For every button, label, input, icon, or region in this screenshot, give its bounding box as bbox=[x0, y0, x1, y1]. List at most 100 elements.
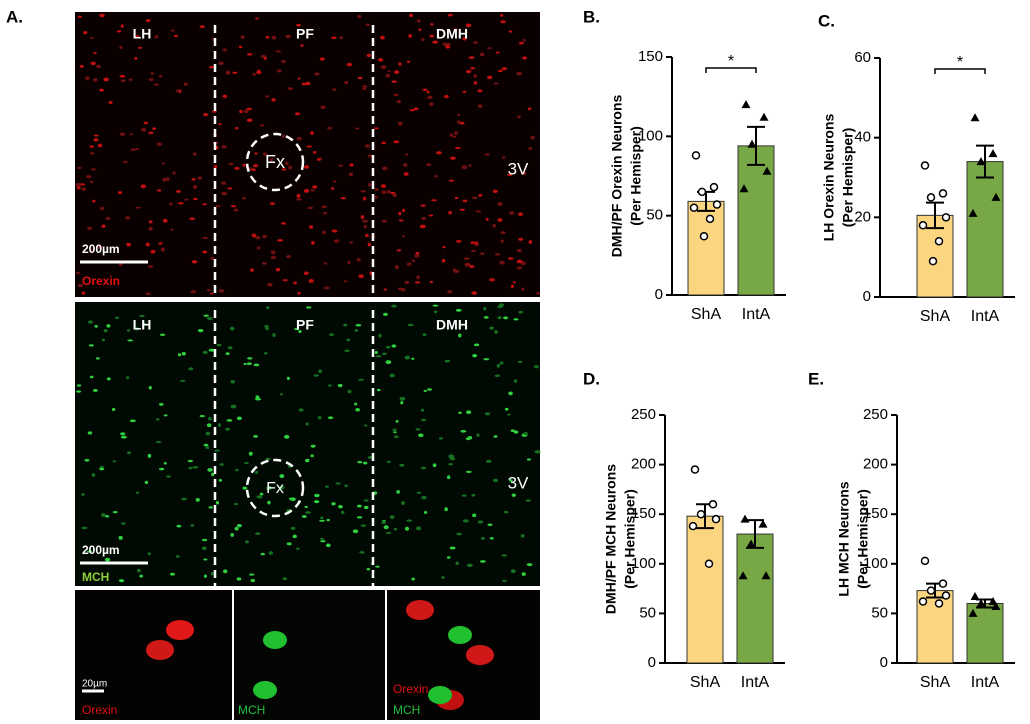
cell bbox=[97, 143, 103, 148]
cell bbox=[192, 184, 198, 189]
cell bbox=[276, 69, 282, 73]
cell bbox=[432, 40, 439, 44]
cell bbox=[96, 64, 101, 69]
cell bbox=[406, 519, 412, 522]
significance-label: * bbox=[957, 54, 963, 71]
cell bbox=[510, 284, 514, 289]
panel-label: B. bbox=[583, 7, 600, 26]
cell bbox=[526, 563, 533, 567]
cell bbox=[446, 556, 451, 559]
cell bbox=[134, 327, 140, 331]
cell bbox=[534, 365, 539, 369]
cell bbox=[230, 205, 237, 208]
cell bbox=[239, 109, 243, 114]
cell bbox=[356, 504, 362, 508]
cell bbox=[215, 205, 221, 208]
cell bbox=[163, 461, 167, 465]
cell bbox=[522, 56, 527, 60]
cell bbox=[459, 208, 466, 211]
cell bbox=[209, 66, 215, 69]
cell bbox=[158, 242, 163, 245]
cell bbox=[214, 449, 220, 452]
cell bbox=[228, 162, 234, 166]
cell bbox=[499, 13, 504, 17]
cell bbox=[503, 316, 509, 320]
cell bbox=[199, 25, 205, 29]
cell bbox=[415, 251, 420, 255]
cell bbox=[119, 45, 123, 50]
cell bbox=[363, 499, 369, 502]
cell bbox=[211, 472, 215, 477]
micrographs bbox=[75, 12, 540, 720]
panel-label: A. bbox=[6, 7, 23, 26]
cell bbox=[497, 69, 503, 73]
cell bbox=[100, 513, 106, 517]
cell bbox=[147, 265, 154, 268]
cell bbox=[269, 158, 274, 162]
error-bar bbox=[976, 144, 994, 179]
cell bbox=[92, 199, 96, 203]
cell bbox=[126, 376, 130, 380]
cell bbox=[494, 329, 498, 334]
cell bbox=[187, 459, 193, 463]
y-tick-label: 50 bbox=[871, 604, 888, 621]
data-point bbox=[970, 113, 980, 122]
fornix-outline bbox=[245, 132, 305, 192]
cell bbox=[191, 260, 198, 264]
cell bbox=[365, 23, 370, 27]
cell bbox=[474, 343, 480, 347]
cell bbox=[325, 543, 331, 548]
cell bbox=[179, 379, 186, 382]
cell bbox=[383, 525, 389, 530]
cell bbox=[134, 147, 140, 150]
cell bbox=[366, 567, 371, 571]
y-tick-label: 100 bbox=[631, 555, 656, 572]
cell bbox=[501, 579, 507, 583]
cell bbox=[396, 99, 401, 104]
data-point bbox=[690, 465, 700, 474]
cell bbox=[430, 23, 434, 26]
y-tick-label: 40 bbox=[854, 129, 871, 146]
cell bbox=[312, 185, 318, 189]
data-point bbox=[991, 192, 1001, 201]
cell bbox=[127, 451, 132, 455]
cell bbox=[480, 252, 485, 256]
cell bbox=[462, 90, 467, 93]
cell bbox=[120, 24, 124, 28]
cell bbox=[218, 61, 224, 66]
y-axis-label: DMH/PF Orexin Neurons bbox=[609, 95, 625, 258]
data-point bbox=[762, 166, 772, 175]
cell bbox=[362, 461, 368, 465]
scale-bars bbox=[80, 260, 148, 693]
cell bbox=[416, 491, 422, 494]
cell bbox=[470, 249, 476, 253]
cell bbox=[367, 456, 373, 459]
data-point bbox=[761, 571, 771, 580]
cell bbox=[483, 307, 487, 311]
data-point bbox=[970, 592, 980, 601]
cell bbox=[499, 361, 504, 365]
cell bbox=[454, 131, 459, 135]
cell bbox=[126, 329, 131, 332]
cell bbox=[281, 134, 286, 138]
x-tick-label: ShA bbox=[691, 306, 722, 323]
cell bbox=[312, 151, 317, 154]
cell bbox=[129, 419, 136, 423]
cell bbox=[203, 574, 207, 578]
cell bbox=[162, 178, 167, 182]
cell bbox=[495, 51, 500, 54]
cell bbox=[526, 458, 531, 461]
cell bbox=[265, 35, 270, 39]
cell bbox=[166, 620, 194, 640]
cell bbox=[160, 247, 165, 252]
cell bbox=[357, 14, 362, 19]
cell bbox=[202, 113, 209, 117]
scale-label: 200µm bbox=[82, 242, 120, 256]
cell bbox=[240, 35, 245, 40]
cell bbox=[207, 288, 211, 292]
cell bbox=[418, 433, 424, 438]
data-point bbox=[938, 189, 948, 198]
cell bbox=[477, 520, 484, 524]
cell bbox=[120, 79, 126, 83]
cell bbox=[381, 141, 386, 145]
